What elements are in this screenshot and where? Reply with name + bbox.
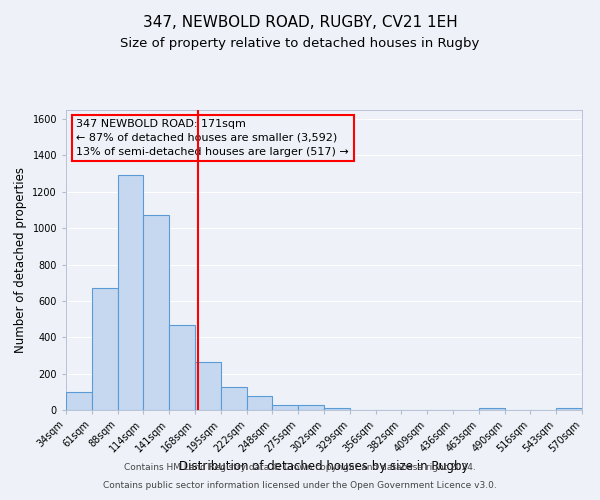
Bar bbox=[221, 386, 247, 410]
Bar bbox=[118, 176, 143, 410]
Bar bbox=[479, 408, 505, 410]
Text: Contains public sector information licensed under the Open Government Licence v3: Contains public sector information licen… bbox=[103, 481, 497, 490]
Bar bbox=[324, 408, 350, 410]
Bar bbox=[247, 396, 272, 410]
Text: 347, NEWBOLD ROAD, RUGBY, CV21 1EH: 347, NEWBOLD ROAD, RUGBY, CV21 1EH bbox=[143, 15, 457, 30]
Y-axis label: Number of detached properties: Number of detached properties bbox=[14, 167, 27, 353]
Bar bbox=[66, 392, 92, 410]
Bar bbox=[143, 216, 169, 410]
Text: Contains HM Land Registry data © Crown copyright and database right 2024.: Contains HM Land Registry data © Crown c… bbox=[124, 464, 476, 472]
Text: 347 NEWBOLD ROAD: 171sqm
← 87% of detached houses are smaller (3,592)
13% of sem: 347 NEWBOLD ROAD: 171sqm ← 87% of detach… bbox=[76, 119, 349, 157]
Text: Size of property relative to detached houses in Rugby: Size of property relative to detached ho… bbox=[121, 38, 479, 51]
Bar bbox=[169, 326, 195, 410]
Bar bbox=[272, 404, 298, 410]
X-axis label: Distribution of detached houses by size in Rugby: Distribution of detached houses by size … bbox=[179, 460, 469, 472]
Bar bbox=[92, 288, 118, 410]
Bar bbox=[556, 408, 582, 410]
Bar bbox=[298, 406, 324, 410]
Bar bbox=[195, 362, 221, 410]
